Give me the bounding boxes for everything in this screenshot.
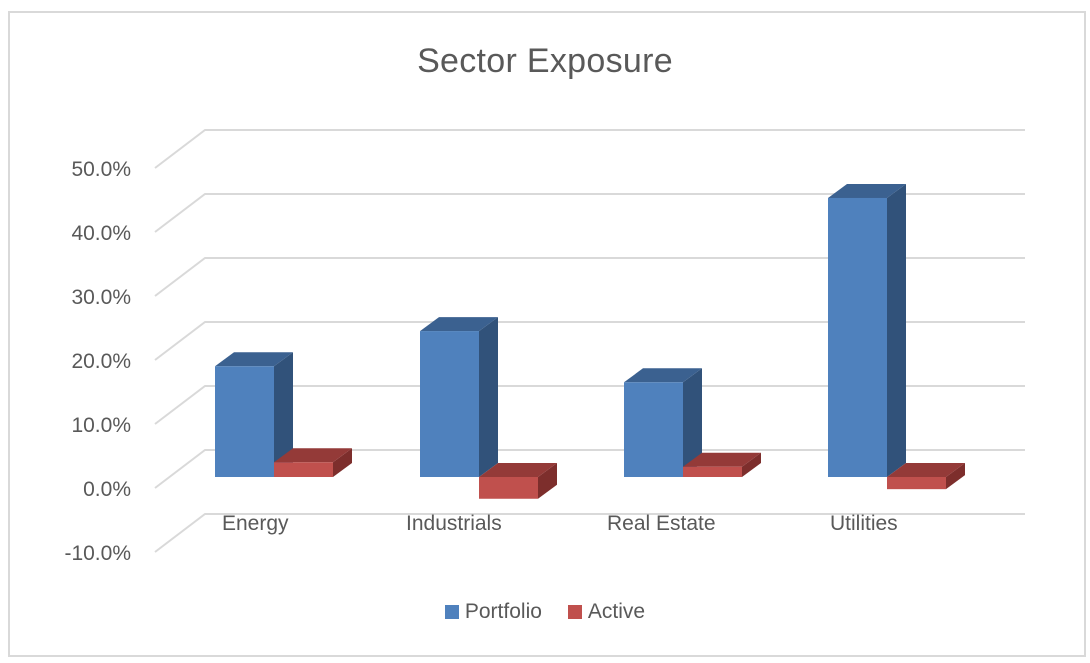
x-tick-label: Industrials	[406, 512, 502, 535]
gridline	[154, 193, 1025, 233]
gridline	[154, 513, 1025, 553]
chart-title: Sector Exposure	[417, 42, 673, 80]
x-tick-label: Utilities	[830, 512, 898, 535]
bar-portfolio-industrials[interactable]	[420, 317, 498, 477]
bar-active-utilities[interactable]	[887, 463, 965, 490]
y-tick-label: -10.0%	[64, 542, 131, 565]
legend: Portfolio Active	[0, 600, 1090, 624]
y-tick-label: 20.0%	[71, 350, 131, 373]
y-axis-labels: 50.0% 40.0% 30.0% 20.0% 10.0% 0.0% -10.0%	[64, 158, 131, 565]
bars	[215, 183, 965, 499]
x-tick-label: Real Estate	[607, 512, 716, 535]
legend-label: Portfolio	[464, 600, 542, 623]
gridline	[154, 129, 1025, 169]
gridlines	[154, 129, 1025, 553]
bar-portfolio-utilities[interactable]	[828, 183, 906, 477]
gridline	[154, 321, 1025, 361]
gridline	[154, 257, 1025, 297]
legend-item-active[interactable]: Active	[567, 600, 646, 624]
y-tick-label: 0.0%	[83, 478, 131, 501]
y-tick-label: 40.0%	[71, 222, 131, 245]
legend-swatch-active	[567, 605, 582, 619]
x-tick-label: Energy	[222, 512, 289, 535]
legend-swatch-portfolio	[444, 605, 459, 619]
y-tick-label: 10.0%	[71, 414, 131, 437]
x-axis-labels: Energy Industrials Real Estate Utilities	[222, 512, 898, 535]
y-tick-label: 30.0%	[71, 286, 131, 309]
bar-active-industrials[interactable]	[479, 463, 557, 499]
bar-active-energy[interactable]	[274, 448, 352, 477]
bar-active-real-estate[interactable]	[683, 452, 761, 477]
gridline	[154, 449, 1025, 489]
legend-label: Active	[587, 600, 646, 623]
legend-item-portfolio[interactable]: Portfolio	[444, 600, 542, 624]
gridline	[154, 385, 1025, 425]
bar-portfolio-real-estate[interactable]	[624, 368, 702, 477]
y-tick-label: 50.0%	[71, 158, 131, 181]
bar-portfolio-energy[interactable]	[215, 352, 293, 477]
